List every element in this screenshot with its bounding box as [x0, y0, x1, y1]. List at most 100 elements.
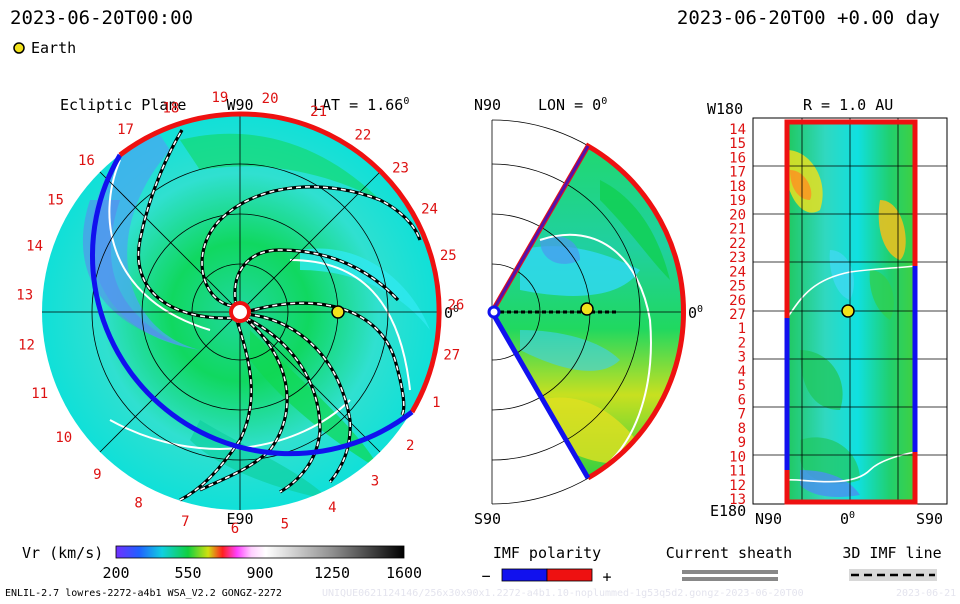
meridional-right-label: 00: [688, 304, 703, 322]
colorbar-tick: 1250: [314, 564, 350, 582]
radial-y-label: 1: [738, 321, 746, 337]
model-info: ENLIL-2.7 lowres-2272-a4b1 WSA_V2.2 GONG…: [5, 588, 282, 599]
colorbar-tick: 900: [246, 564, 273, 582]
radial-y-label: 22: [729, 236, 746, 252]
radial-y-label: 6: [738, 392, 746, 408]
earth-legend-label: Earth: [31, 39, 76, 57]
rotation-number: 25: [440, 248, 457, 264]
imf-line-title: 3D IMF line: [842, 544, 941, 562]
meridional-boundary-negative: [489, 310, 591, 480]
colorbar-gradient: [115, 545, 405, 559]
meridional-boundary-positive: [489, 142, 686, 481]
radial-title-left: W180: [707, 100, 743, 118]
radial-y-label: 11: [729, 464, 746, 480]
rotation-number: 12: [18, 338, 35, 354]
radial-y-label: 27: [729, 307, 746, 323]
radial-y-label: 9: [738, 435, 746, 451]
radial-y-label: 12: [729, 478, 746, 494]
radial-y-label: 13: [729, 492, 746, 508]
meridional-velocity-field: [520, 180, 670, 471]
meridional-bottom-label: S90: [474, 510, 501, 528]
ecliptic-boundary-positive: [239, 111, 442, 414]
radial-y-label: 14: [729, 122, 746, 138]
radial-y-label: 15: [729, 136, 746, 152]
rotation-number: 8: [134, 496, 142, 512]
ecliptic-right-label: 00: [444, 304, 459, 322]
current-sheath-title: Current sheath: [666, 544, 792, 562]
meridional-lon-label: LON = 00: [538, 96, 607, 114]
rotation-number: 20: [262, 91, 279, 107]
radial-x-label-n90: N90: [755, 510, 782, 528]
rotation-number: 11: [31, 386, 48, 402]
ecliptic-top-label: W90: [226, 96, 253, 114]
ecliptic-imf-lines: [136, 129, 422, 502]
radial-y-label: 18: [729, 179, 746, 195]
radial-x-label-s90: S90: [916, 510, 943, 528]
rotation-number: 3: [371, 474, 379, 490]
sun-icon: [487, 305, 501, 319]
rotation-number: 18: [162, 100, 179, 116]
rotation-number: 7: [181, 514, 189, 530]
meridional-panel: N90 LON = 00 S90 00: [474, 96, 703, 528]
earth-icon: [580, 302, 594, 316]
datetime-right: 2023-06-20T00 +0.00 day: [677, 7, 940, 29]
earth-legend: Earth: [13, 39, 76, 57]
rotation-number: 17: [117, 122, 134, 138]
run-id-watermark: UNIQUE0621124146/256x30x90x1.2272-a4b1.1…: [322, 588, 804, 599]
sun-icon: [229, 301, 251, 323]
radial-y-label: 24: [729, 264, 746, 280]
imf-negative-swatch: [501, 568, 548, 582]
rotation-number: 4: [328, 500, 336, 516]
ecliptic-bottom-label: E90: [226, 510, 253, 528]
rotation-number: 23: [392, 161, 409, 177]
radial-y-label: 7: [738, 407, 746, 423]
radial-y-label: 25: [729, 279, 746, 295]
colorbar-label: Vr (km/s): [22, 544, 103, 562]
earth-icon: [331, 305, 345, 319]
radial-y-label: 20: [729, 207, 746, 223]
rotation-number: 21: [310, 104, 327, 120]
rotation-number: 1: [432, 395, 440, 411]
rotation-number: 14: [26, 238, 43, 254]
ecliptic-lat-label: LAT = 1.660: [313, 96, 409, 114]
rotation-number: 15: [47, 193, 64, 209]
radial-y-label: 21: [729, 222, 746, 238]
rotation-number: 27: [443, 347, 460, 363]
colorbar-tick: 200: [102, 564, 129, 582]
radial-panel: W180 R = 1.0 AU E180: [707, 96, 948, 528]
rotation-number: 10: [55, 430, 72, 446]
meridional-top-label: N90: [474, 96, 501, 114]
colorbar: Vr (km/s) 200 550 900 1250 1600: [22, 544, 422, 582]
radial-y-label: 5: [738, 378, 746, 394]
rotation-number: 2: [406, 438, 414, 454]
run-date-watermark: 2023-06-21: [896, 588, 956, 599]
current-sheath-legend: Current sheath: [666, 544, 792, 581]
earth-icon: [841, 304, 855, 318]
colorbar-tick: 1600: [386, 564, 422, 582]
rotation-number: 5: [281, 516, 289, 532]
radial-y-label: 8: [738, 421, 746, 437]
ecliptic-title: Ecliptic Plane: [60, 96, 186, 114]
rotation-number: 13: [16, 287, 33, 303]
ecliptic-panel: Ecliptic Plane LAT = 1.660 W90 E90 00: [16, 90, 464, 537]
earth-icon: [13, 42, 25, 54]
radial-y-label: 10: [729, 449, 746, 465]
rotation-number: 24: [421, 201, 438, 217]
radial-y-label: 26: [729, 293, 746, 309]
imf-polarity-legend: IMF polarity − +: [481, 544, 611, 586]
ecliptic-boundary-negative: [90, 153, 414, 457]
rotation-number: 22: [354, 127, 371, 143]
radial-y-label: 2: [738, 336, 746, 352]
radial-y-label: 23: [729, 250, 746, 266]
rotation-number: 6: [231, 521, 239, 537]
imf-line-legend: 3D IMF line: [842, 544, 942, 581]
rotation-number: 26: [447, 298, 464, 314]
radial-x-label-0: 00: [840, 510, 855, 528]
radial-title: R = 1.0 AU: [803, 96, 893, 114]
imf-minus-label: −: [481, 567, 490, 585]
radial-bottom-left: E180: [710, 502, 746, 520]
radial-y-label: 4: [738, 364, 746, 380]
ecliptic-boundary-positive-2: [118, 111, 241, 157]
ecliptic-rotation-numbers: 2021222324252627123456789101112131415161…: [16, 90, 464, 537]
